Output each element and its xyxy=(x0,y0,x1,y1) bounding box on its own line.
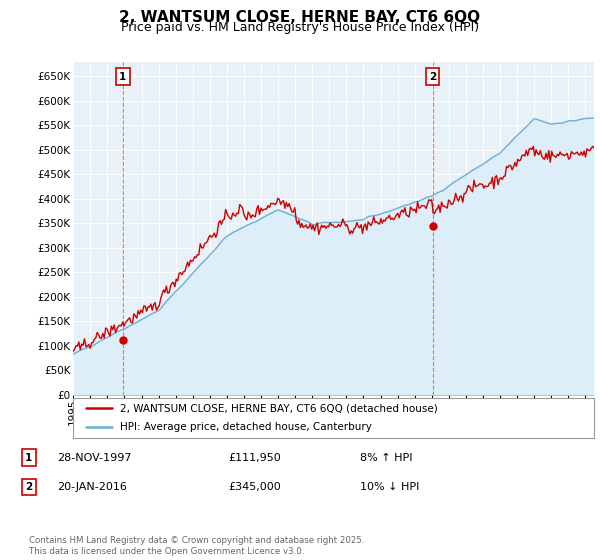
Text: £111,950: £111,950 xyxy=(228,452,281,463)
Text: 1: 1 xyxy=(25,452,32,463)
Text: 2: 2 xyxy=(429,72,436,82)
Text: 1: 1 xyxy=(119,72,127,82)
Text: 20-JAN-2016: 20-JAN-2016 xyxy=(57,482,127,492)
Text: 2: 2 xyxy=(25,482,32,492)
Text: 2, WANTSUM CLOSE, HERNE BAY, CT6 6QQ (detached house): 2, WANTSUM CLOSE, HERNE BAY, CT6 6QQ (de… xyxy=(120,404,438,413)
Text: 2, WANTSUM CLOSE, HERNE BAY, CT6 6QQ: 2, WANTSUM CLOSE, HERNE BAY, CT6 6QQ xyxy=(119,10,481,25)
Text: 10% ↓ HPI: 10% ↓ HPI xyxy=(360,482,419,492)
Text: 8% ↑ HPI: 8% ↑ HPI xyxy=(360,452,413,463)
Text: 28-NOV-1997: 28-NOV-1997 xyxy=(57,452,131,463)
Text: Price paid vs. HM Land Registry's House Price Index (HPI): Price paid vs. HM Land Registry's House … xyxy=(121,21,479,34)
Text: HPI: Average price, detached house, Canterbury: HPI: Average price, detached house, Cant… xyxy=(120,422,372,432)
Text: Contains HM Land Registry data © Crown copyright and database right 2025.
This d: Contains HM Land Registry data © Crown c… xyxy=(29,536,364,556)
Text: £345,000: £345,000 xyxy=(228,482,281,492)
